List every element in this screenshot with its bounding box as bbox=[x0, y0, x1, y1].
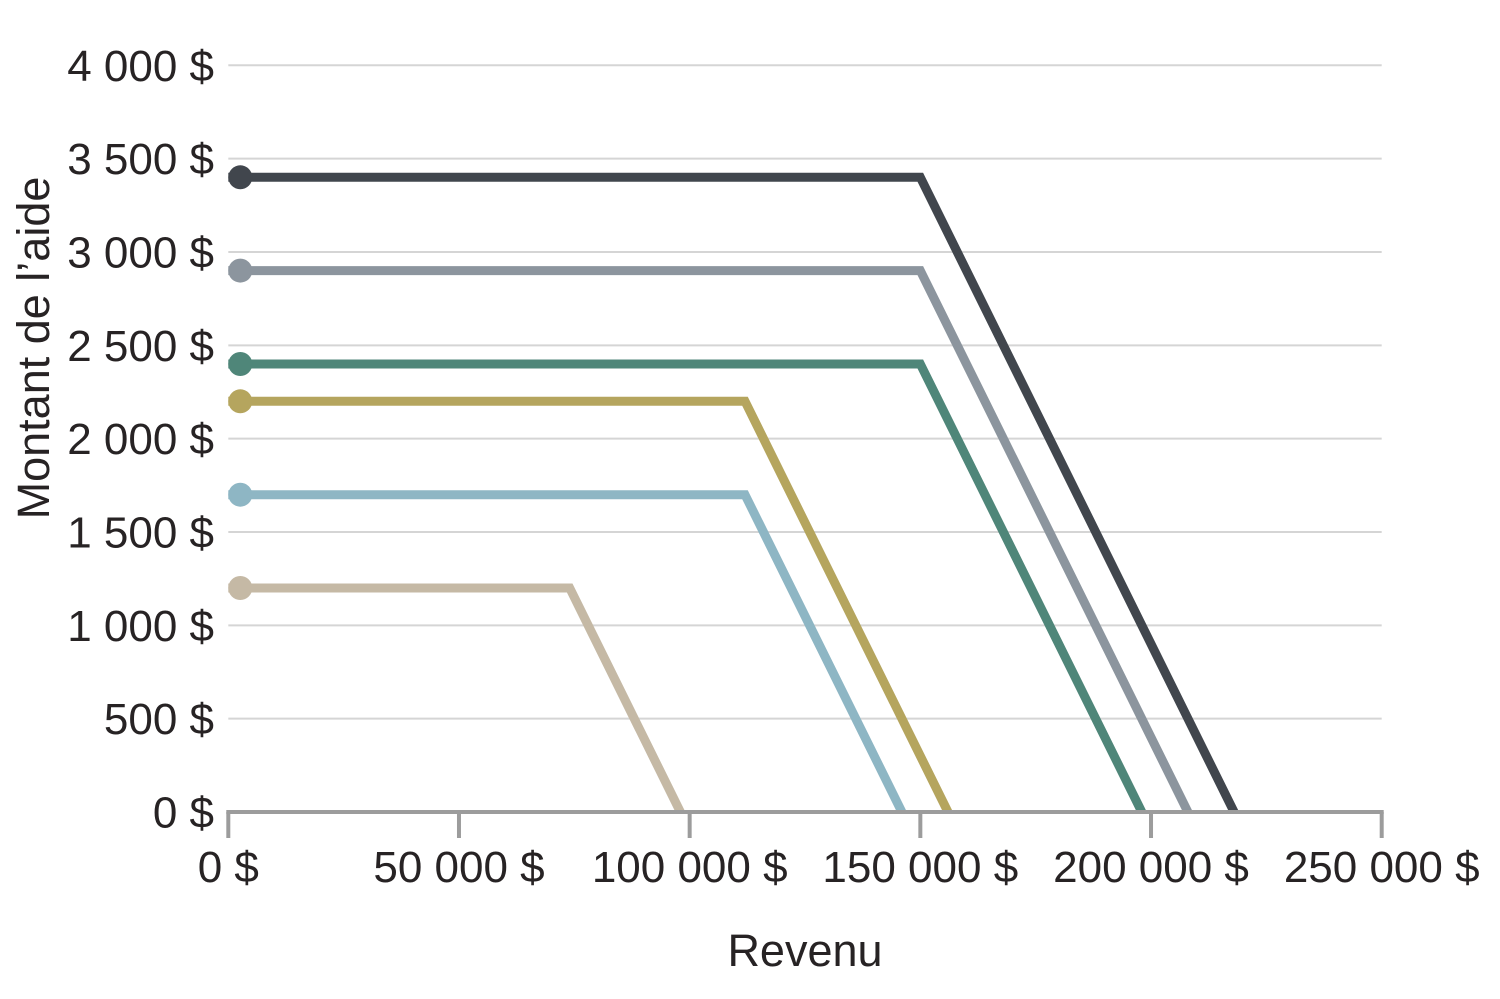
light-blue-line-start-marker bbox=[228, 482, 253, 507]
gold-line bbox=[228, 396, 953, 814]
y-tick-label-2000: 2 000 $ bbox=[67, 415, 214, 464]
y-tick-label-1500: 1 500 $ bbox=[67, 509, 214, 558]
x-tick-label-200000: 200 000 $ bbox=[1053, 843, 1249, 892]
teal-line bbox=[228, 359, 1146, 814]
teal-line-start-marker bbox=[228, 352, 253, 376]
charcoal-line bbox=[228, 172, 1239, 814]
x-tick-label-50000: 50 000 $ bbox=[373, 843, 544, 892]
light-blue-line bbox=[228, 490, 906, 814]
y-tick-label-3500: 3 500 $ bbox=[67, 135, 214, 184]
beige-line-start-marker bbox=[228, 576, 253, 600]
axis-layer bbox=[226, 810, 1384, 838]
y-tick-label-3000: 3 000 $ bbox=[67, 229, 214, 278]
gold-line-start-marker bbox=[228, 389, 253, 414]
slate-gray-line bbox=[228, 266, 1192, 814]
x-axis-title: Revenu bbox=[727, 925, 882, 976]
y-tick-label-2500: 2 500 $ bbox=[67, 322, 214, 371]
beige-line bbox=[228, 583, 685, 814]
y-tick-label-4000: 4 000 $ bbox=[67, 42, 214, 91]
tick-labels-layer: 0 $ 500 $ 1 000 $ 1 500 $ 2 000 $ 2 500 $ 3 00… bbox=[67, 42, 1479, 892]
y-tick-label-0: 0 $ bbox=[153, 789, 214, 838]
y-axis-title: Montant de l’aide bbox=[8, 177, 59, 520]
y-tick-label-1000: 1 000 $ bbox=[67, 602, 214, 651]
series-layer bbox=[228, 165, 1239, 814]
x-tick-label-0: 0 $ bbox=[198, 843, 259, 892]
y-tick-label-500: 500 $ bbox=[104, 695, 214, 744]
x-tick-label-100000: 100 000 $ bbox=[592, 843, 788, 892]
x-tick-label-150000: 150 000 $ bbox=[822, 843, 1018, 892]
charcoal-line-start-marker bbox=[228, 165, 253, 190]
x-tick-label-250000: 250 000 $ bbox=[1284, 843, 1480, 892]
slate-gray-line-start-marker bbox=[228, 258, 253, 283]
